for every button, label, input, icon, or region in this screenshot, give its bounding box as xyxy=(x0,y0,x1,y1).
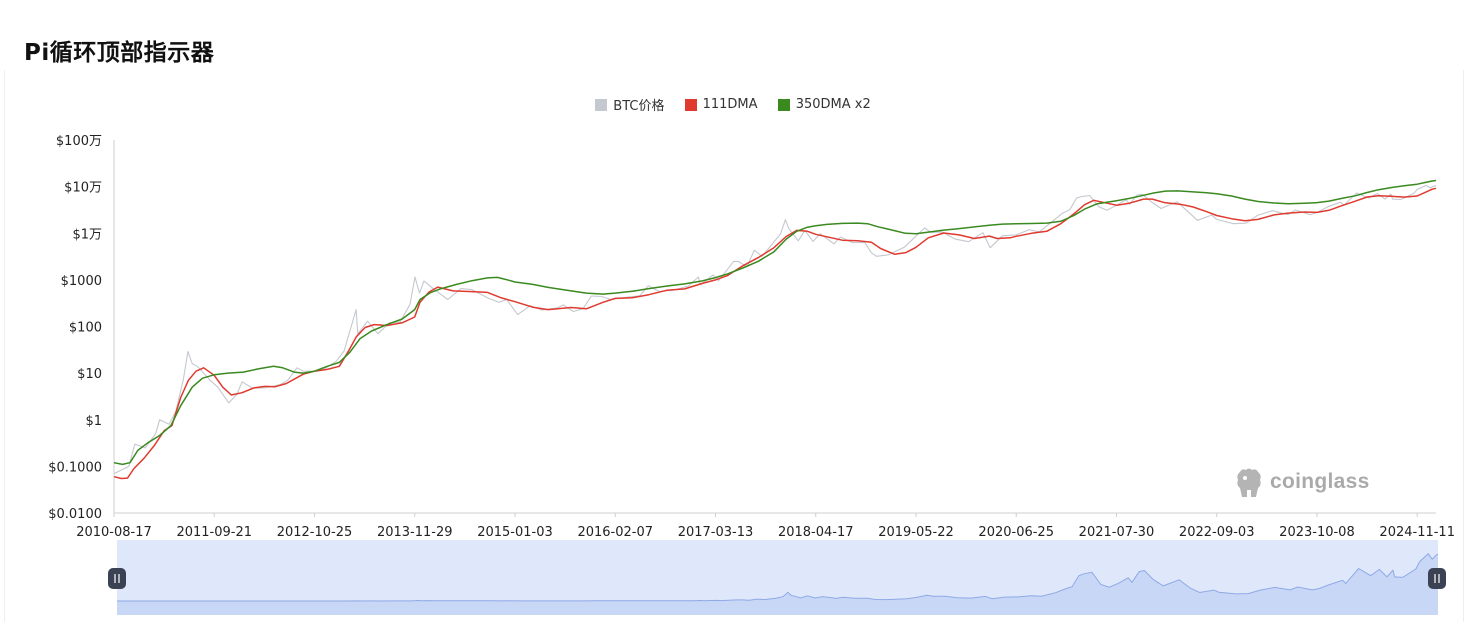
y-tick-label: $10万 xyxy=(64,181,102,196)
y-tick-label: $1万 xyxy=(72,227,102,242)
legend-item-350dma[interactable]: 350DMA x2 xyxy=(777,97,871,112)
x-tick-label: 2018-04-17 xyxy=(778,525,854,540)
y-tick-label: $1000 xyxy=(61,274,102,289)
legend-label-350dma: 350DMA x2 xyxy=(795,97,871,112)
x-tick-label: 2016-02-07 xyxy=(577,525,653,540)
x-tick-label: 2015-01-03 xyxy=(477,525,553,540)
x-tick-label: 2017-03-13 xyxy=(678,525,754,540)
x-tick-label: 2013-11-29 xyxy=(377,525,453,540)
zoom-handle-right[interactable] xyxy=(1428,568,1446,589)
x-tick-label: 2019-05-22 xyxy=(878,525,954,540)
111dma-line xyxy=(113,187,1437,480)
legend-item-111dma[interactable]: 111DMA xyxy=(684,97,758,112)
y-tick-label: $10 xyxy=(77,367,102,382)
zoom-preview-area xyxy=(117,553,1438,615)
x-tick-label: 2010-08-17 xyxy=(76,525,152,540)
page-title: Pi循环顶部指示器 xyxy=(24,40,215,66)
y-tick-label: $1 xyxy=(85,414,102,429)
x-tick-label: 2024-11-11 xyxy=(1379,525,1455,540)
350dma-x2-line xyxy=(113,179,1437,466)
legend-label-111dma: 111DMA xyxy=(702,97,758,112)
y-tick-label: $100万 xyxy=(56,134,102,149)
chart-legend: BTC价格 111DMA 350DMA x2 xyxy=(0,95,1466,115)
zoom-handle-right-body xyxy=(1428,568,1446,589)
legend-label-btc: BTC价格 xyxy=(613,99,665,114)
x-tick-label: 2023-10-08 xyxy=(1279,525,1355,540)
x-tick-label: 2022-09-03 xyxy=(1179,525,1255,540)
y-tick-label: $0.1000 xyxy=(48,460,102,475)
btc-price-line xyxy=(113,184,1437,475)
legend-swatch-111dma xyxy=(684,98,697,111)
legend-swatch-350dma xyxy=(777,98,790,111)
x-tick-label: 2011-09-21 xyxy=(176,525,252,540)
zoom-handle-left[interactable] xyxy=(108,568,126,589)
y-tick-label: $100 xyxy=(69,321,102,336)
legend-item-btc[interactable]: BTC价格 xyxy=(595,95,664,114)
zoom-handle-left-body xyxy=(108,568,126,589)
x-tick-label: 2012-10-25 xyxy=(277,525,353,540)
x-tick-label: 2020-06-25 xyxy=(978,525,1054,540)
chart-card xyxy=(4,70,1464,622)
y-tick-label: $0.0100 xyxy=(48,507,102,522)
coinglass-watermark: coinglass xyxy=(1234,466,1370,498)
zoom-preview-line xyxy=(117,553,1439,602)
watermark-text: coinglass xyxy=(1270,470,1370,493)
coinglass-logo-icon xyxy=(1237,468,1261,497)
legend-swatch-btc xyxy=(595,98,608,111)
x-tick-label: 2021-07-30 xyxy=(1079,525,1155,540)
